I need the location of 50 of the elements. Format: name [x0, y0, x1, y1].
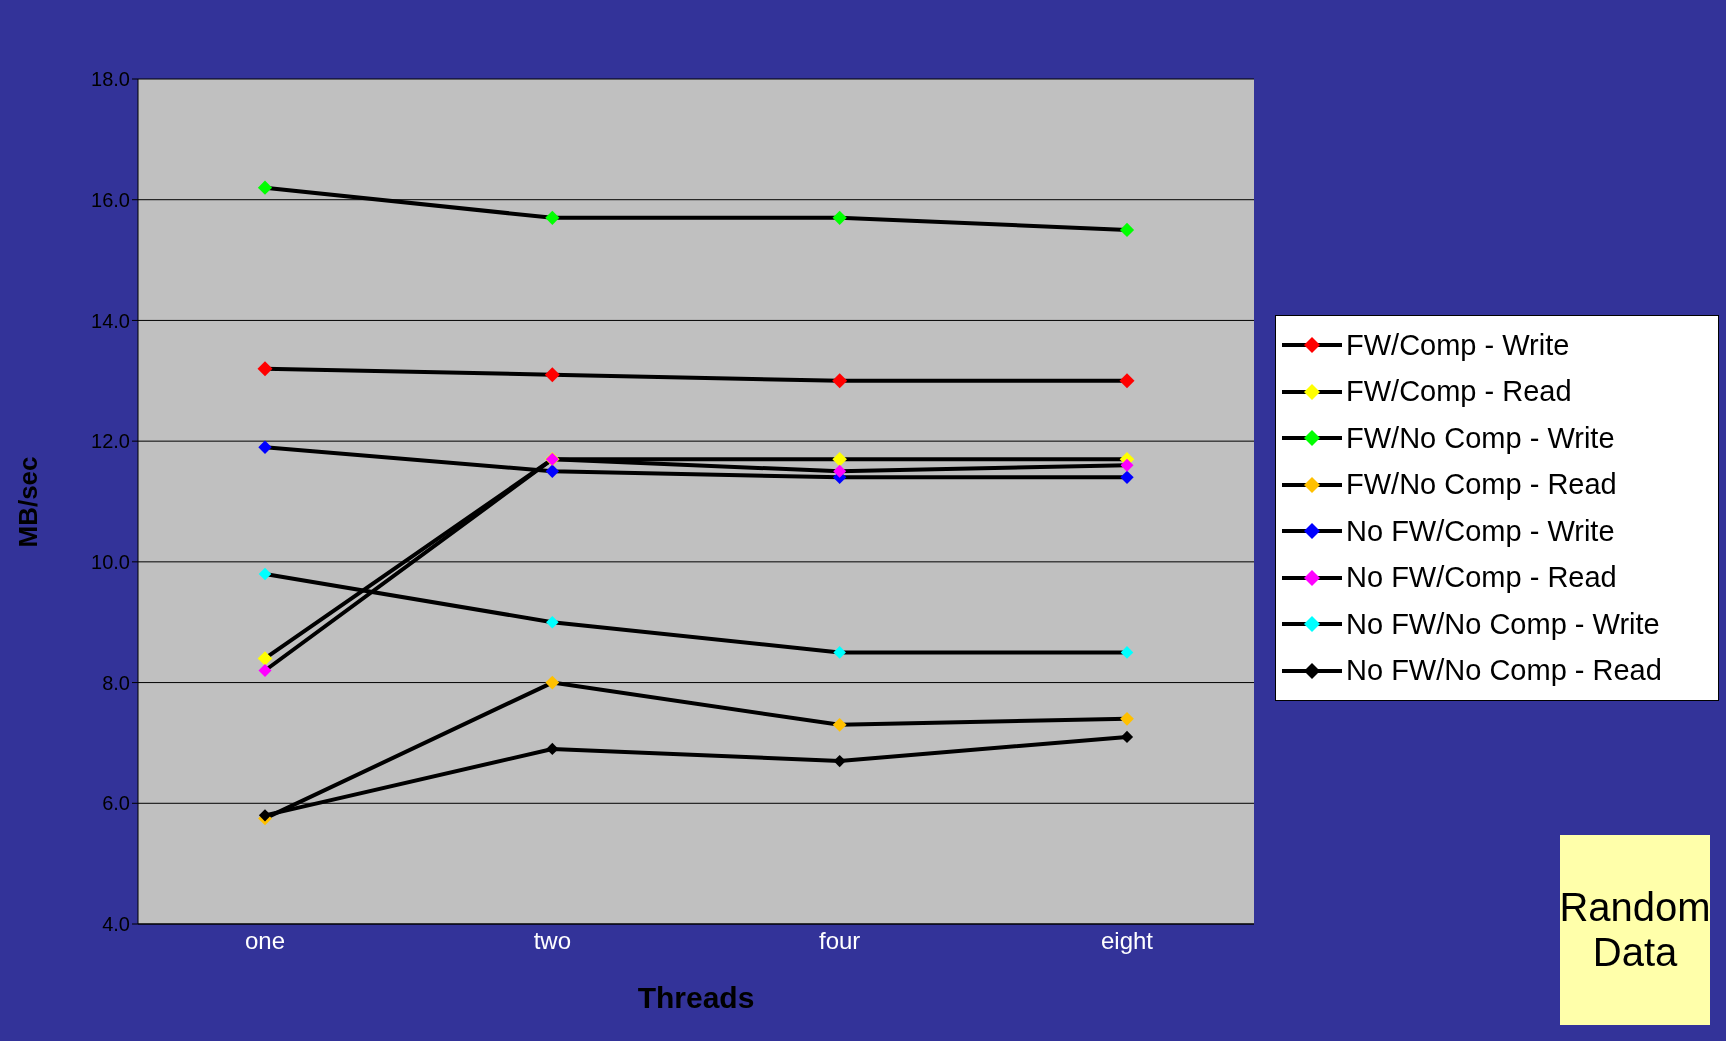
x-tick-label: two [533, 927, 572, 955]
legend-label: FW/Comp - Write [1346, 328, 1570, 362]
point [257, 651, 273, 666]
x-tick-label: eight [1100, 927, 1154, 955]
point [832, 210, 847, 225]
point [258, 664, 272, 677]
point [258, 809, 272, 822]
text: Random Data [1559, 835, 1711, 1025]
legend-label: No FW/Comp - Write [1346, 514, 1615, 548]
point [1120, 458, 1134, 472]
point [1119, 222, 1135, 237]
point [1120, 711, 1134, 726]
point [1120, 646, 1134, 659]
legend-label: FW/No Comp - Write [1346, 421, 1615, 455]
legend-label: No FW/No Comp - Write [1346, 607, 1660, 641]
x-tick-label: four [818, 927, 861, 955]
x-tick-label: one [244, 927, 286, 955]
point [546, 742, 559, 756]
y-tick-label: 18.0 [91, 68, 130, 91]
y-tick-label: 16.0 [91, 188, 130, 211]
legend-label: FW/Comp - Read [1346, 375, 1572, 409]
point [833, 754, 846, 768]
point [545, 464, 560, 479]
y-tick-label: 6.0 [102, 792, 130, 815]
point [832, 717, 847, 732]
point [1119, 373, 1135, 389]
point [832, 451, 847, 467]
legend-label: No FW/Comp - Read [1346, 561, 1617, 595]
y-axis-title: MB/sec [12, 456, 44, 548]
point [545, 210, 560, 225]
y-tick-label: 8.0 [102, 671, 130, 694]
point [257, 361, 273, 377]
y-tick-label: 10.0 [91, 550, 130, 573]
legend-label: FW/No Comp - Read [1346, 468, 1617, 502]
x-axis-title: Threads [636, 981, 756, 1015]
point [545, 675, 560, 690]
y-tick-label: 14.0 [91, 309, 130, 332]
y-tick-label: 4.0 [102, 913, 130, 936]
point [258, 567, 272, 581]
point [833, 646, 846, 659]
point [544, 367, 560, 383]
point [832, 373, 848, 389]
point [1120, 470, 1134, 485]
point [1120, 730, 1134, 743]
point [546, 615, 559, 629]
y-tick-label: 12.0 [91, 430, 130, 453]
point [833, 464, 847, 478]
point [257, 180, 273, 195]
legend-label: No FW/No Comp - Read [1346, 654, 1662, 688]
point [258, 440, 272, 454]
